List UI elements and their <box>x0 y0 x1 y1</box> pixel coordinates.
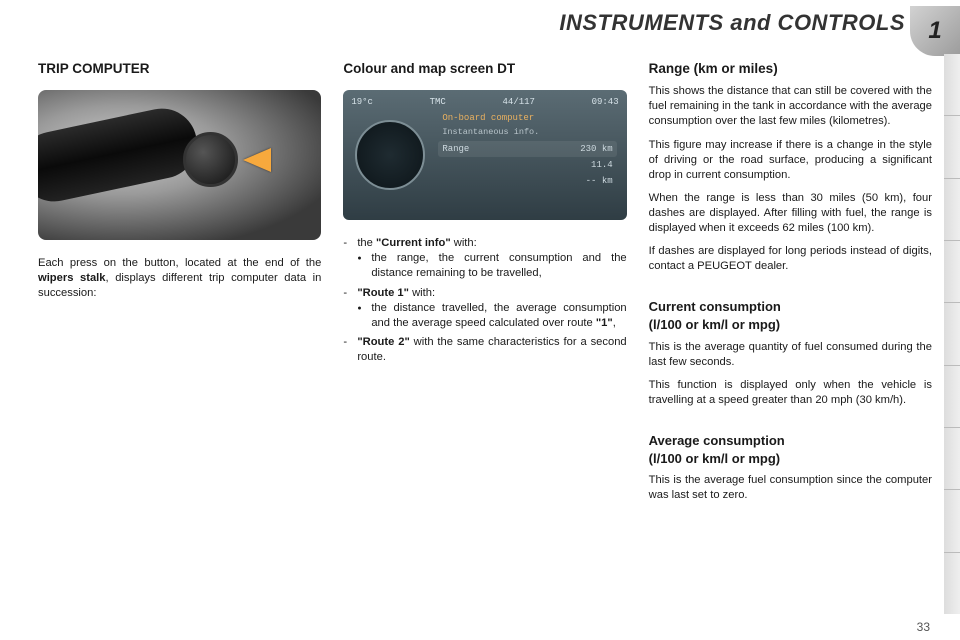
sub-list-item: the distance travelled, the average cons… <box>357 301 626 331</box>
header-title: INSTRUMENTS and CONTROLS <box>559 10 905 36</box>
sub-list: the distance travelled, the average cons… <box>357 301 626 331</box>
side-tab <box>944 552 960 614</box>
range-p3: When the range is less than 30 miles (50… <box>649 191 932 236</box>
screen-statusbar: 19°c TMC 44/117 09:43 <box>351 96 618 108</box>
chapter-badge: 1 <box>910 6 960 56</box>
side-tab <box>944 489 960 551</box>
li-bold: "Route 1" <box>357 287 409 299</box>
side-tab <box>944 240 960 302</box>
screen-row: -- km <box>438 173 616 189</box>
screen-row: Range 230 km <box>438 141 616 157</box>
page-number: 33 <box>917 620 930 634</box>
screen-row-value: 230 <box>580 144 596 154</box>
range-p4: If dashes are displayed for long periods… <box>649 244 932 274</box>
sub-text: , <box>613 317 616 329</box>
cc-heading-l1: Current consumption <box>649 299 781 314</box>
side-tabs <box>944 54 960 614</box>
screen-panel-sub: Instantaneous info. <box>438 127 616 138</box>
ac-heading-l2: (l/100 or km/l or mpg) <box>649 451 780 466</box>
list-item-route1: "Route 1" with: the distance travelled, … <box>343 286 626 331</box>
stalk-tip-shape <box>183 132 238 187</box>
average-consumption-heading: Average consumption (l/100 or km/l or mp… <box>649 432 932 467</box>
screen-panel: On-board computer Instantaneous info. Ra… <box>438 112 616 189</box>
li-text: with: <box>451 237 477 249</box>
li-bold: "Route 2" <box>357 336 409 348</box>
screen-row-label: Range <box>442 143 469 155</box>
screen-temp: 19°c <box>351 96 373 108</box>
screen-row-unit: km <box>602 144 613 154</box>
screen-tmc: TMC <box>430 96 446 108</box>
column-2: Colour and map screen DT 19°c TMC 44/117… <box>343 60 626 630</box>
side-tab <box>944 178 960 240</box>
list-item-current-info: the "Current info" with: the range, the … <box>343 236 626 281</box>
range-p1: This shows the distance that can still b… <box>649 84 932 129</box>
sub-bold: "1" <box>596 317 613 329</box>
page-header: INSTRUMENTS and CONTROLS 1 <box>0 6 960 46</box>
cc-heading-l2: (l/100 or km/l or mpg) <box>649 317 780 332</box>
ac-heading-l1: Average consumption <box>649 433 785 448</box>
screen-row: 11.4 <box>438 157 616 173</box>
li-text: with: <box>409 287 435 299</box>
trip-computer-heading: TRIP COMPUTER <box>38 60 321 78</box>
info-list: the "Current info" with: the range, the … <box>343 236 626 365</box>
stalk-caption: Each press on the button, located at the… <box>38 256 321 301</box>
sub-text: the distance travelled, the average cons… <box>371 302 626 329</box>
chapter-number: 1 <box>928 17 941 45</box>
li-text: the <box>357 237 376 249</box>
screen-time: 09:43 <box>592 96 619 108</box>
side-tab <box>944 54 960 115</box>
column-3: Range (km or miles) This shows the dista… <box>649 60 932 630</box>
cc-p1: This is the average quantity of fuel con… <box>649 340 932 370</box>
caption-text-1: Each press on the button, located at the… <box>38 257 321 269</box>
screen-row-value: 11.4 <box>591 160 613 170</box>
screen-row-unit: km <box>602 176 613 186</box>
screen-track: 44/117 <box>503 96 535 108</box>
side-tab <box>944 302 960 364</box>
page: INSTRUMENTS and CONTROLS 1 TRIP COMPUTER… <box>0 0 960 640</box>
screen-heading: Colour and map screen DT <box>343 60 626 78</box>
side-tab <box>944 365 960 427</box>
column-1: TRIP COMPUTER Each press on the button, … <box>38 60 321 630</box>
sub-list: the range, the current consumption and t… <box>357 251 626 281</box>
cc-p2: This function is displayed only when the… <box>649 378 932 408</box>
stalk-body-shape <box>38 102 203 208</box>
list-item-route2: "Route 2" with the same characteristics … <box>343 335 626 365</box>
screen-gauge-icon <box>355 120 425 190</box>
arrow-indicator-icon <box>243 148 271 172</box>
content-area: TRIP COMPUTER Each press on the button, … <box>38 60 932 630</box>
range-p2: This figure may increase if there is a c… <box>649 138 932 183</box>
screen-row-value: -- <box>586 176 597 186</box>
current-consumption-heading: Current consumption (l/100 or km/l or mp… <box>649 298 932 333</box>
onboard-screen-image: 19°c TMC 44/117 09:43 On-board computer … <box>343 90 626 220</box>
li-bold: "Current info" <box>376 237 451 249</box>
side-tab <box>944 427 960 489</box>
ac-p1: This is the average fuel consumption sin… <box>649 473 932 503</box>
screen-panel-title: On-board computer <box>438 112 616 124</box>
wiper-stalk-image <box>38 90 321 240</box>
caption-bold: wipers stalk <box>38 272 106 284</box>
range-heading: Range (km or miles) <box>649 60 932 78</box>
side-tab <box>944 115 960 177</box>
sub-list-item: the range, the current consumption and t… <box>357 251 626 281</box>
